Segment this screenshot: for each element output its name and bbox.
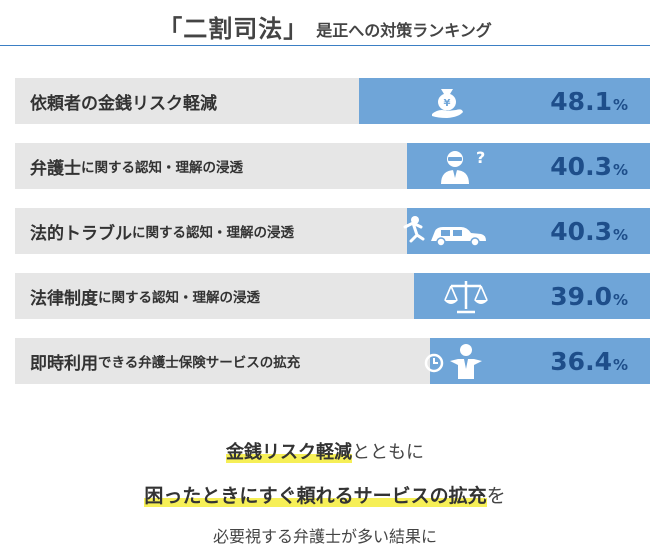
chart-row: 依頼者の金銭リスク軽減 ¥48.1% [15,78,650,124]
title-sub: 是正への対策ランキング [316,21,492,40]
svg-text:?: ? [476,148,485,167]
category-label: 弁護士 に関する認知・理解の浸透 [30,143,243,189]
summary-highlight-2: 困ったときにすぐ頼れるサービスの拡充 [144,485,487,507]
summary-line-1: 金銭リスク軽減とともに [0,438,650,464]
bar [359,78,650,124]
value-unit: % [612,95,628,114]
value-label: 39.0% [550,273,628,319]
category-label-suffix: に関する認知・理解の浸透 [132,225,294,241]
category-label-suffix: できる弁護士保険サービスの拡充 [98,355,301,371]
value-label: 40.3% [550,143,628,189]
value-unit: % [612,225,628,244]
value-label: 48.1% [550,78,628,124]
value-unit: % [612,160,628,179]
summary-text-2: を [486,485,506,507]
value-unit: % [612,355,628,374]
category-label: 法律制度 に関する認知・理解の浸透 [30,273,260,319]
bar [414,273,650,319]
value-label: 36.4% [550,338,628,384]
money-bag-hand-icon: ¥ [402,78,492,124]
car-accident-icon [400,208,490,254]
category-label-main: 法的トラブル [30,223,132,244]
value-number: 39.0 [550,281,612,311]
chart-title: 「二割司法」 是正への対策ランキング [0,0,650,44]
value-number: 48.1 [550,86,612,116]
summary-line-3: 必要視する弁護士が多い結果に [212,527,437,546]
chart-row: 弁護士 に関する認知・理解の浸透? 40.3% [15,143,650,189]
value-unit: % [612,290,628,309]
category-label: 即時利用 できる弁護士保険サービスの拡充 [30,338,300,384]
value-number: 36.4 [550,346,612,376]
summary-line-2: 困ったときにすぐ頼れるサービスの拡充を [0,481,650,508]
lawyer-question-icon: ? [416,143,506,189]
svg-text:¥: ¥ [444,98,451,109]
category-label-main: 弁護士 [30,158,81,179]
value-number: 40.3 [550,151,612,181]
value-number: 40.3 [550,216,612,246]
chart-row: 即時利用 できる弁護士保険サービスの拡充 36.4% [15,338,650,384]
title-main: 「二割司法」 [158,15,309,43]
category-label-main: 依頼者の金銭リスク軽減 [30,93,217,114]
category-label: 依頼者の金銭リスク軽減 [30,78,217,124]
value-label: 40.3% [550,208,628,254]
summary-text-1: とともに [352,442,424,463]
title-divider [0,45,650,46]
category-label-suffix: に関する認知・理解の浸透 [98,290,260,306]
summary-highlight-1: 金銭リスク軽減 [226,442,352,463]
clock-person-icon [410,338,500,384]
scales-icon [421,273,511,319]
chart-row: 法的トラブル に関する認知・理解の浸透 40.3% [15,208,650,254]
chart-row: 法律制度 に関する認知・理解の浸透 39.0% [15,273,650,319]
category-label-main: 法律制度 [30,288,98,309]
category-label: 法的トラブル に関する認知・理解の浸透 [30,208,294,254]
category-label-main: 即時利用 [30,353,98,374]
category-label-suffix: に関する認知・理解の浸透 [81,160,243,176]
